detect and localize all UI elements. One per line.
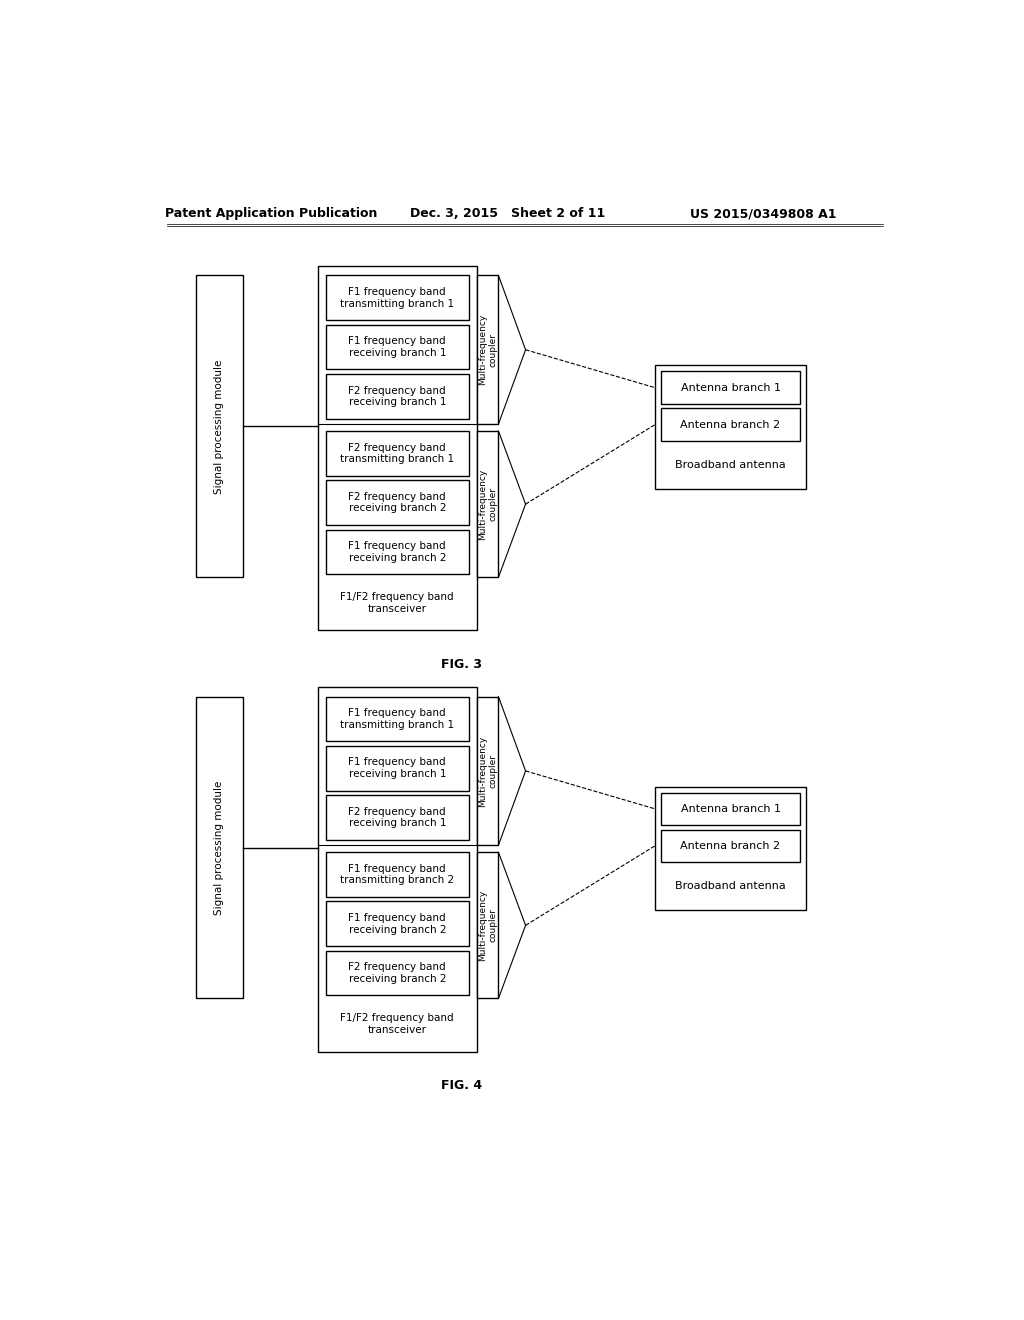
Bar	[326, 374, 469, 418]
Text: Antenna branch 2: Antenna branch 2	[681, 841, 780, 851]
Bar	[326, 529, 469, 574]
Bar	[317, 267, 477, 631]
Bar	[477, 276, 499, 424]
Text: Patent Application Publication: Patent Application Publication	[165, 207, 378, 220]
Bar	[197, 276, 243, 577]
Text: Antenna branch 1: Antenna branch 1	[681, 383, 780, 392]
Bar	[662, 408, 800, 441]
Text: Broadband antenna: Broadband antenna	[675, 880, 786, 891]
Bar	[326, 697, 469, 742]
Text: Signal processing module: Signal processing module	[214, 359, 224, 494]
Bar	[662, 371, 800, 404]
Text: F1 frequency band
transmitting branch 1: F1 frequency band transmitting branch 1	[340, 286, 455, 309]
Text: F1 frequency band
transmitting branch 2: F1 frequency band transmitting branch 2	[340, 863, 455, 886]
Bar	[477, 697, 499, 845]
Bar	[326, 746, 469, 791]
Text: F2 frequency band
receiving branch 2: F2 frequency band receiving branch 2	[348, 492, 446, 513]
Bar	[655, 787, 806, 909]
Bar	[317, 688, 477, 1052]
Bar	[197, 697, 243, 998]
Bar	[326, 325, 469, 370]
Text: Multi-frequency
coupler: Multi-frequency coupler	[478, 890, 498, 961]
Text: F2 frequency band
receiving branch 2: F2 frequency band receiving branch 2	[348, 962, 446, 983]
Text: F1/F2 frequency band
transceiver: F1/F2 frequency band transceiver	[341, 593, 454, 614]
Bar	[326, 853, 469, 896]
Bar	[326, 480, 469, 525]
Text: Multi-frequency
coupler: Multi-frequency coupler	[478, 469, 498, 540]
Bar	[326, 902, 469, 946]
Text: US 2015/0349808 A1: US 2015/0349808 A1	[690, 207, 837, 220]
Text: F1 frequency band
receiving branch 2: F1 frequency band receiving branch 2	[348, 913, 446, 935]
Text: F1 frequency band
receiving branch 1: F1 frequency band receiving branch 1	[348, 758, 446, 779]
Text: F2 frequency band
receiving branch 1: F2 frequency band receiving branch 1	[348, 385, 446, 407]
Bar	[477, 430, 499, 577]
Bar	[326, 276, 469, 321]
Bar	[326, 950, 469, 995]
Text: F2 frequency band
transmitting branch 1: F2 frequency band transmitting branch 1	[340, 442, 455, 465]
Text: Antenna branch 1: Antenna branch 1	[681, 804, 780, 814]
Text: F1 frequency band
receiving branch 1: F1 frequency band receiving branch 1	[348, 337, 446, 358]
Bar	[326, 432, 469, 475]
Bar	[326, 795, 469, 840]
Bar	[655, 366, 806, 488]
Text: F1 frequency band
receiving branch 2: F1 frequency band receiving branch 2	[348, 541, 446, 562]
Text: Signal processing module: Signal processing module	[214, 780, 224, 915]
Bar	[477, 853, 499, 998]
Text: FIG. 4: FIG. 4	[440, 1078, 482, 1092]
Text: F1 frequency band
transmitting branch 1: F1 frequency band transmitting branch 1	[340, 708, 455, 730]
Text: FIG. 3: FIG. 3	[440, 657, 481, 671]
Bar	[662, 793, 800, 825]
Text: F1/F2 frequency band
transceiver: F1/F2 frequency band transceiver	[341, 1014, 454, 1035]
Bar	[662, 830, 800, 862]
Text: Multi-frequency
coupler: Multi-frequency coupler	[478, 314, 498, 385]
Text: Broadband antenna: Broadband antenna	[675, 459, 786, 470]
Text: Dec. 3, 2015   Sheet 2 of 11: Dec. 3, 2015 Sheet 2 of 11	[411, 207, 605, 220]
Text: Antenna branch 2: Antenna branch 2	[681, 420, 780, 429]
Text: Multi-frequency
coupler: Multi-frequency coupler	[478, 735, 498, 807]
Text: F2 frequency band
receiving branch 1: F2 frequency band receiving branch 1	[348, 807, 446, 829]
